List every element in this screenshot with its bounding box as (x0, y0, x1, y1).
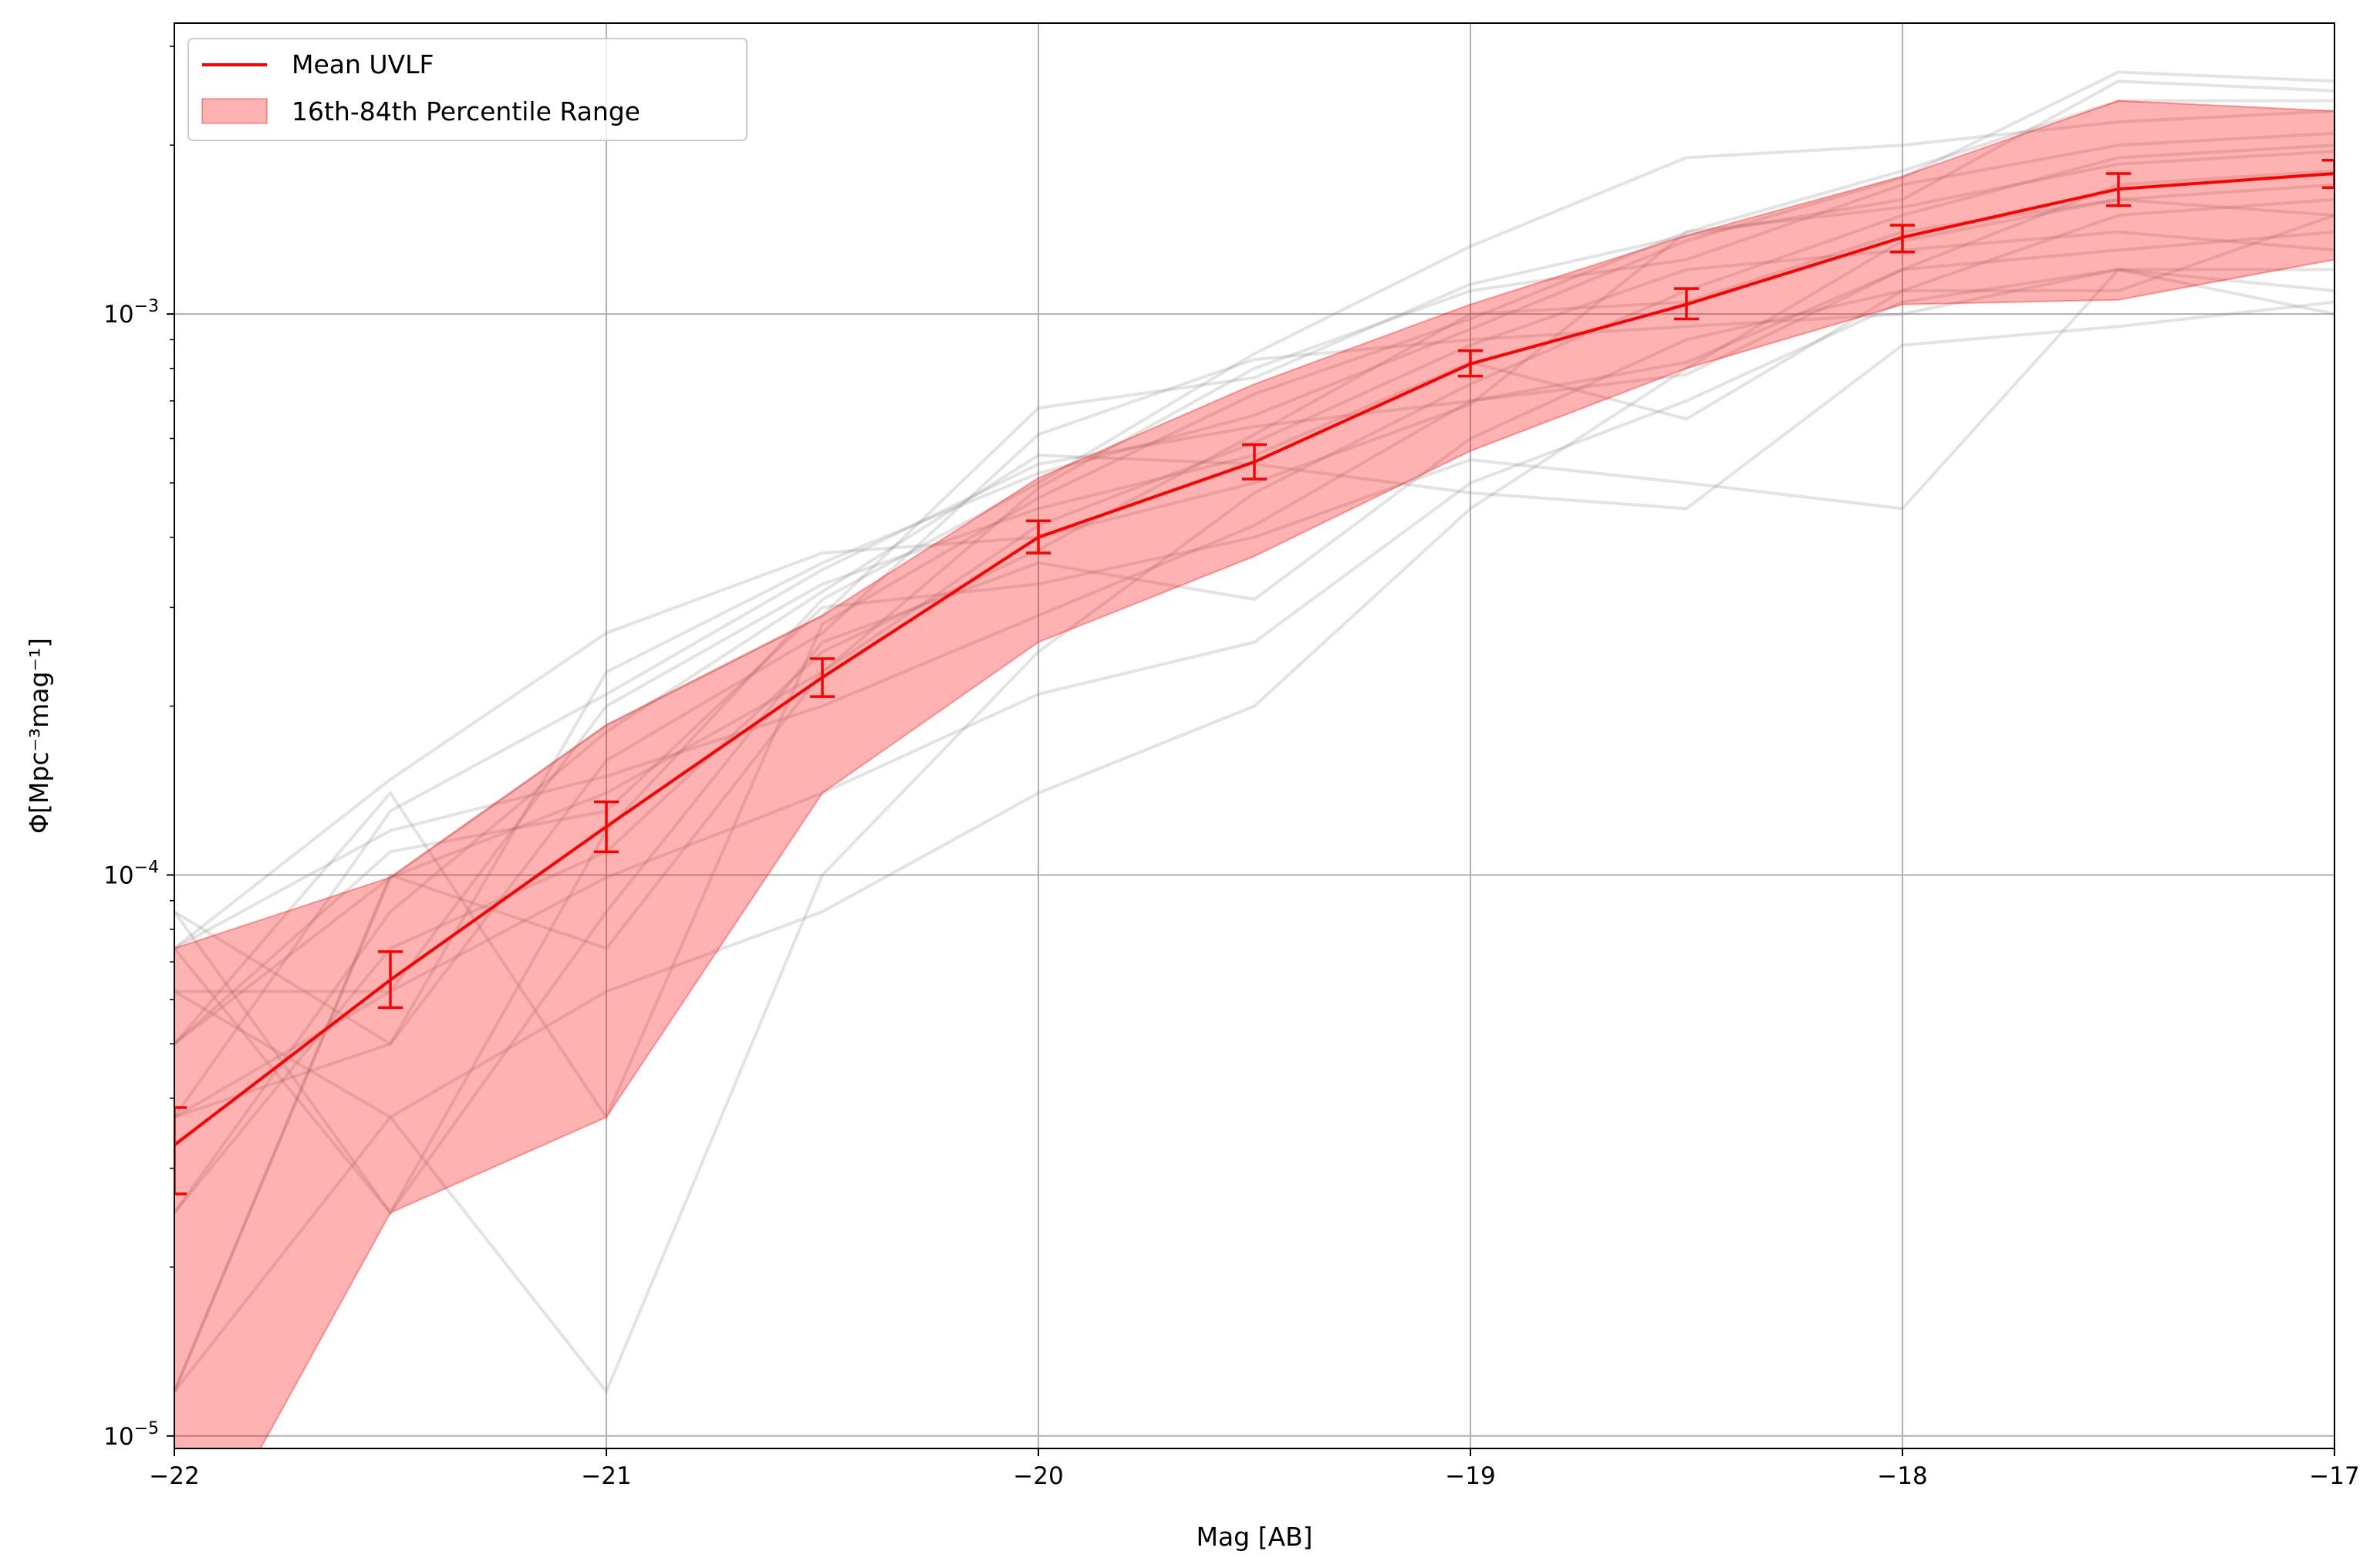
percentile-band (174, 99, 2334, 1448)
realization-line (174, 131, 2334, 1045)
x-tick-label: −20 (1013, 1462, 1063, 1490)
legend-frame (187, 38, 748, 141)
realization-line (174, 79, 2334, 1392)
y-axis: 10−5 10−4 10−3 (103, 46, 174, 1451)
plot-background (174, 23, 2334, 1448)
x-axis-label: Mag [AB] (1196, 1522, 1312, 1552)
legend-band-swatch (201, 98, 268, 124)
realization-line (174, 268, 2334, 1047)
x-tick-label: −22 (149, 1462, 199, 1490)
realization-line (174, 197, 2334, 1393)
legend-mean-label: Mean UVLF (292, 49, 434, 79)
legend-band-label: 16th-84th Percentile Range (292, 96, 640, 126)
plot-frame (174, 22, 2335, 1449)
x-tick-label: −18 (1877, 1462, 1927, 1490)
x-tick-label: −21 (581, 1462, 631, 1490)
realization-line (174, 214, 2334, 1216)
realization-line (174, 268, 2334, 1045)
realization-line (174, 70, 2334, 1119)
realization-line (174, 230, 2334, 950)
realization-line (174, 110, 2334, 1216)
realization-line (174, 143, 2334, 1395)
y-tick-label: 10−4 (103, 858, 159, 889)
realization-line (174, 99, 2334, 950)
x-axis: −22 −21 −20 −19 −18 −17 (149, 1448, 2360, 1490)
y-axis-label: Φ[Mpc⁻³mag⁻¹] (24, 638, 54, 834)
error-bars (174, 158, 2334, 1195)
realization-line (174, 150, 2334, 1121)
y-tick-label: 10−3 (103, 297, 159, 329)
legend: Mean UVLF 16th-84th Percentile Range (187, 38, 748, 141)
realization-line (174, 169, 2334, 1118)
x-tick-label: −19 (1445, 1462, 1495, 1490)
realization-line (174, 230, 2334, 1392)
y-tick-label: 10−5 (103, 1419, 159, 1451)
realization-line (174, 268, 2334, 993)
percentile-band-area (174, 99, 2334, 1448)
x-tick-label: −17 (2309, 1462, 2359, 1490)
